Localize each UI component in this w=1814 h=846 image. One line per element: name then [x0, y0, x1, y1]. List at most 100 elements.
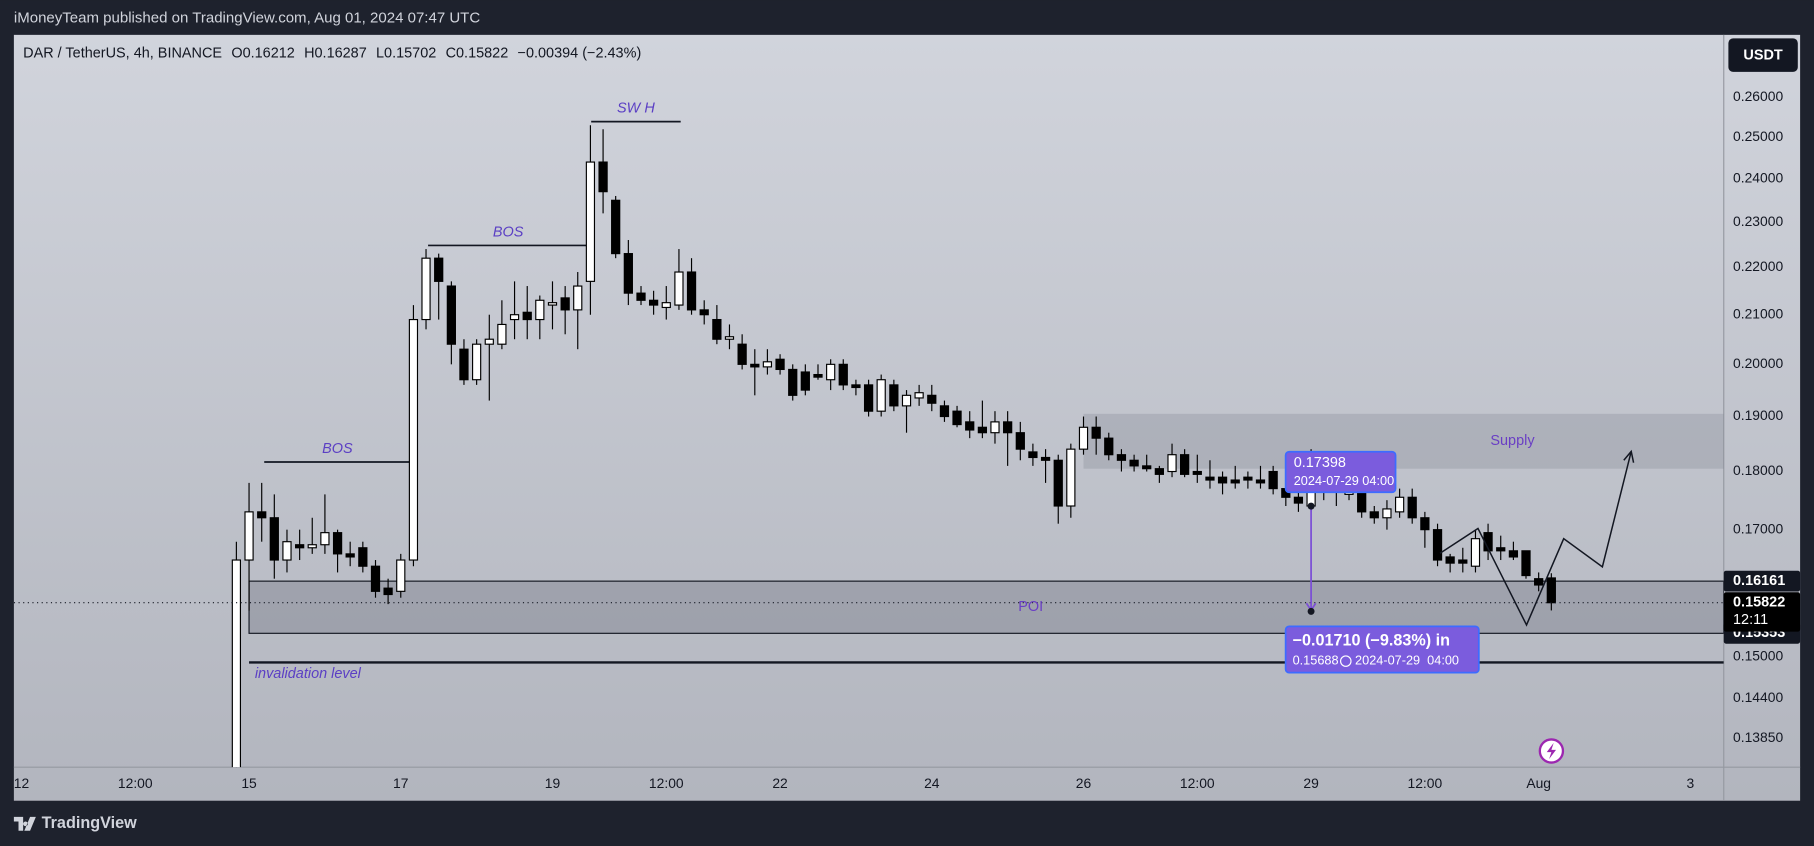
candle-body: [863, 384, 874, 412]
x-tick-label: 24: [924, 775, 940, 791]
y-tick-label: 0.18000: [1733, 462, 1783, 478]
candle-body: [712, 318, 722, 340]
candle-body: [1521, 550, 1531, 577]
price-label-box: [1723, 570, 1801, 592]
currency-button-label[interactable]: USDT: [1743, 48, 1783, 64]
candle-body: [636, 292, 646, 301]
candle-body: [1420, 517, 1430, 531]
candle-body: [547, 302, 558, 306]
candle-body: [1179, 454, 1190, 475]
structure-label: SW H: [617, 101, 655, 117]
footer-logo: [13, 816, 36, 831]
candle-body: [573, 285, 583, 311]
measure-top-price: 0.17398: [1294, 455, 1346, 471]
candle-body: [497, 323, 507, 345]
x-tick-label: 12:00: [1180, 775, 1215, 791]
candle-body: [851, 384, 861, 389]
plot-area: [13, 120, 1724, 768]
candle-body: [1293, 496, 1304, 504]
candle-body: [1458, 559, 1468, 564]
candle-body: [1268, 470, 1278, 490]
currency-button[interactable]: [1728, 38, 1798, 72]
zone-label: POI: [1018, 599, 1043, 615]
candle-body: [737, 343, 747, 365]
candle-body: [522, 311, 532, 321]
y-tick-label: 0.25000: [1733, 128, 1783, 144]
candle-body: [648, 299, 659, 306]
candle-body: [1445, 556, 1455, 564]
candle-body: [307, 544, 317, 549]
candle-body: [408, 318, 419, 561]
candle-body: [1142, 465, 1152, 470]
candle-body: [1167, 454, 1177, 473]
candle-body: [282, 541, 292, 561]
lightning-icon[interactable]: [1538, 738, 1565, 764]
candle-body: [1255, 479, 1266, 484]
y-tick-label: 0.19000: [1733, 407, 1783, 423]
structure-label: BOS: [322, 441, 353, 457]
countdown: 12:11: [1733, 612, 1768, 628]
candle-body: [800, 371, 810, 391]
candle-body: [345, 553, 355, 558]
x-tick-label: 17: [393, 775, 409, 791]
y-tick-label: 0.14400: [1733, 689, 1783, 705]
measure-start: [1307, 502, 1315, 510]
projection-arrowhead: [1623, 449, 1635, 463]
candle-body: [1369, 511, 1379, 519]
candle-body: [231, 559, 242, 768]
y-tick-label: 0.24000: [1733, 170, 1783, 186]
candle-body: [1091, 426, 1101, 439]
y-tick-label: 0.26000: [1733, 88, 1783, 104]
candle-body: [295, 544, 305, 549]
projection-path: [1439, 451, 1632, 627]
candle-body: [1040, 456, 1051, 461]
candle-body: [623, 253, 633, 294]
candle-body: [1116, 454, 1127, 461]
x-tick-label: 12:00: [118, 775, 153, 791]
symbol-readout: DAR / TetherUS, 4h, BINANCE O0.16212 H0.16…: [23, 45, 641, 61]
candle-body: [421, 257, 431, 321]
price-label: 0.16161: [1733, 573, 1785, 589]
x-tick-label: 15: [241, 775, 257, 791]
candle-body: [914, 392, 924, 399]
zone: [248, 580, 1724, 634]
candle-body: [661, 302, 671, 309]
candle-body: [484, 338, 494, 345]
candle-body: [1015, 432, 1025, 450]
ohlc-close: C0.15822: [446, 45, 509, 61]
candle-body: [1546, 577, 1556, 604]
candle-body: [762, 361, 773, 368]
candle-body: [674, 271, 684, 306]
y-tick-label: 0.15000: [1733, 648, 1783, 664]
level-label: invalidation level: [255, 666, 362, 682]
candle-body: [1066, 448, 1076, 507]
candle-body: [826, 363, 836, 381]
symbol: DAR / TetherUS, 4h, BINANCE: [23, 45, 222, 61]
x-tick-label: 29: [1303, 775, 1319, 791]
overlay: 0.26000 0.25000 0.24000 0.23000 0.22000 0.210…: [14, 88, 1801, 791]
y-tick-label: 0.21000: [1733, 305, 1783, 321]
candle-body: [1243, 476, 1253, 481]
candle-body: [927, 394, 937, 404]
measure-bottom-price: 0.15688: [1293, 652, 1339, 667]
candle-body: [434, 257, 444, 282]
candle-body: [269, 517, 279, 561]
candle-body: [1382, 508, 1392, 519]
candle-body: [1104, 437, 1114, 456]
zone-label: Supply: [1490, 433, 1535, 449]
candle-body: [1394, 496, 1405, 513]
ohlc-low: L0.15702: [376, 45, 436, 61]
candle-body: [813, 373, 823, 378]
candle-body: [509, 314, 520, 321]
candle-body: [1205, 476, 1215, 481]
candle-body: [1053, 459, 1063, 507]
candle-body: [1154, 468, 1164, 475]
candle-body: [1028, 451, 1038, 459]
candle-body: [990, 421, 1000, 434]
icon-bolt[interactable]: [1546, 742, 1557, 760]
measure-change: −0.01710 (−9.83%) in: [1293, 632, 1450, 650]
candle-body: [889, 384, 899, 407]
candle-body: [876, 379, 886, 412]
ohlc-high: H0.16287: [304, 45, 367, 61]
